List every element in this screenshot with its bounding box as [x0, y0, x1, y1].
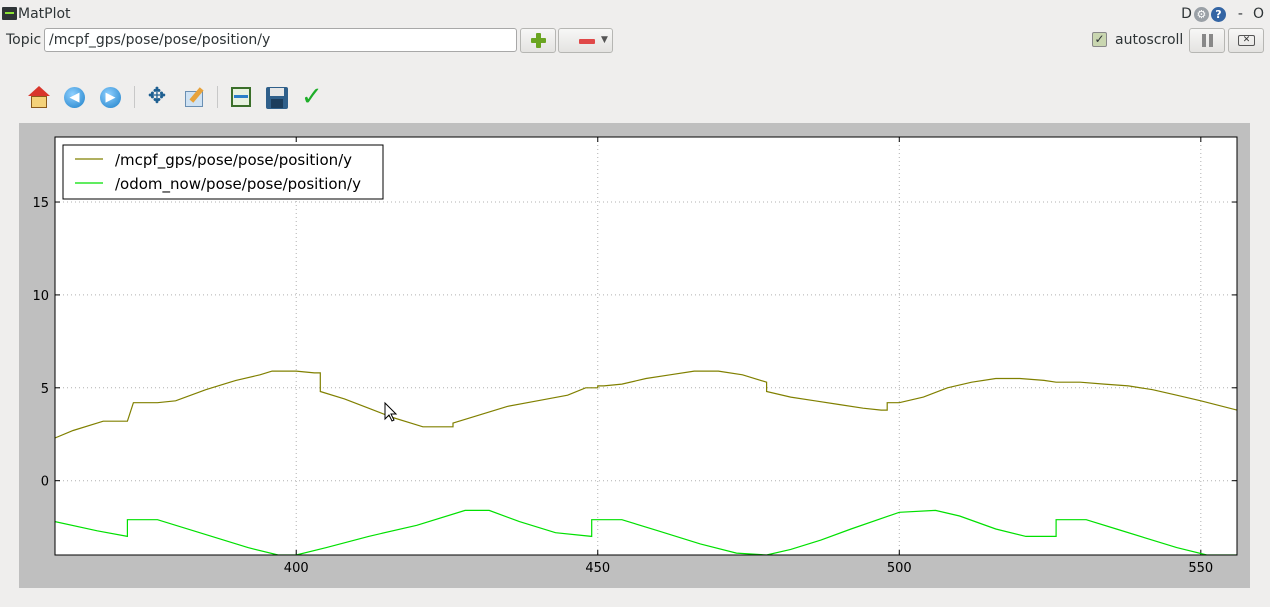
legend-label: /mcpf_gps/pose/pose/position/y	[115, 151, 352, 170]
add-topic-button[interactable]	[520, 28, 556, 53]
fit-wave	[234, 95, 248, 98]
topic-bar: Topic ▼ ✓ autoscroll ✕	[0, 28, 1270, 54]
forward-icon[interactable]: ▶	[100, 87, 121, 108]
legend-label: /odom_now/pose/pose/position/y	[115, 175, 361, 194]
y-tick-label: 10	[32, 289, 49, 304]
disk-label	[270, 88, 284, 96]
plus-icon	[530, 32, 547, 49]
plot-canvas[interactable]: 400 450 500 550 0 5 10 15/mcpf_gps/pose/pose/po…	[19, 123, 1250, 588]
gear-icon[interactable]: ⚙	[1193, 6, 1209, 22]
x-tick-label: 550	[1188, 561, 1213, 576]
back-icon[interactable]: ◀	[64, 87, 85, 108]
chevron-down-icon: ▼	[601, 35, 608, 45]
close-button[interactable]: O	[1252, 6, 1264, 22]
minus-icon	[579, 39, 595, 44]
app-icon	[2, 7, 17, 20]
window-title: MatPlot	[18, 6, 71, 22]
apply-icon[interactable]: ✓	[301, 82, 323, 112]
pause-icon	[1202, 34, 1206, 47]
autoscroll-checkbox[interactable]: ✓	[1092, 32, 1107, 47]
mouse-cursor-icon	[384, 401, 398, 422]
toolbar-separator	[217, 86, 218, 108]
topic-label: Topic	[6, 32, 42, 48]
window-controls: D ⚙ ? - O	[1181, 6, 1264, 22]
x-tick-label: 450	[585, 561, 610, 576]
remove-topic-button[interactable]: ▼	[558, 28, 613, 53]
minimize-button[interactable]: -	[1237, 6, 1243, 22]
home-icon[interactable]	[26, 84, 52, 110]
y-tick-label: 15	[32, 196, 49, 211]
clear-icon: ✕	[1238, 35, 1255, 46]
zoom-fit-icon[interactable]	[228, 84, 254, 110]
series-line-1	[55, 509, 1237, 555]
autoscroll-label: autoscroll	[1115, 32, 1184, 48]
x-tick-label: 400	[284, 561, 309, 576]
save-icon[interactable]	[264, 84, 290, 110]
y-tick-label: 5	[41, 382, 49, 397]
x-tick-label: 500	[887, 561, 912, 576]
dock-button[interactable]: D	[1181, 6, 1192, 22]
line-chart[interactable]: 400 450 500 550 0 5 10 15/mcpf_gps/pose/pose/po…	[19, 123, 1250, 588]
clear-button[interactable]: ✕	[1228, 28, 1264, 53]
edit-axes-icon[interactable]	[182, 84, 208, 110]
disk-slot	[271, 99, 283, 108]
y-tick-label: 0	[41, 475, 49, 490]
title-bar: MatPlot D ⚙ ? - O	[0, 0, 1270, 28]
series-line-0	[55, 370, 1237, 439]
pause-button[interactable]	[1189, 28, 1225, 53]
pause-icon-bar	[1209, 34, 1213, 47]
home-roof	[28, 86, 50, 96]
plot-toolbar: ◀ ▶ ✥ ✓	[0, 80, 400, 114]
legend-box	[62, 144, 384, 200]
home-body	[31, 96, 47, 108]
toolbar-separator	[134, 86, 135, 108]
help-icon[interactable]: ?	[1210, 6, 1226, 22]
pan-icon[interactable]: ✥	[147, 84, 167, 109]
axes-frame	[54, 136, 1238, 556]
plot-background	[55, 137, 1237, 555]
topic-input[interactable]	[44, 28, 517, 52]
